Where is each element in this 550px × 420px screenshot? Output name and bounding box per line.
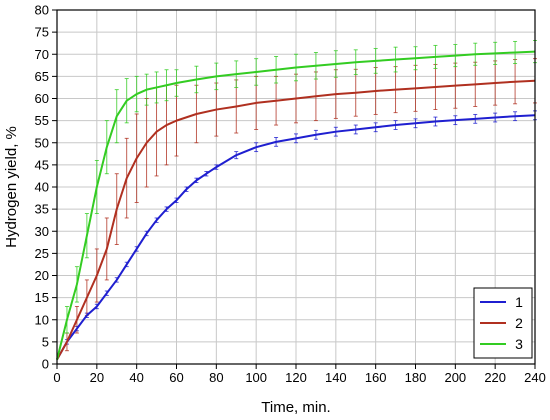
y-tick-label: 45 bbox=[35, 157, 49, 172]
legend-label-1: 1 bbox=[515, 294, 523, 310]
error-bar-group-1 bbox=[64, 110, 537, 345]
series-line-2 bbox=[56, 79, 536, 361]
x-tick-label: 160 bbox=[365, 370, 387, 385]
y-tick-label: 5 bbox=[42, 334, 49, 349]
x-axis-title: Time, min. bbox=[261, 399, 330, 416]
x-tick-label: 40 bbox=[129, 370, 143, 385]
y-tick-label: 0 bbox=[42, 357, 49, 372]
series-line-3 bbox=[56, 50, 536, 360]
series-lines bbox=[56, 50, 536, 361]
y-tick-label: 15 bbox=[35, 290, 49, 305]
x-tick-label: 220 bbox=[484, 370, 506, 385]
y-tick-label: 70 bbox=[35, 47, 49, 62]
y-tick-label: 75 bbox=[35, 25, 49, 40]
y-tick-label: 30 bbox=[35, 224, 49, 239]
x-tick-label: 240 bbox=[524, 370, 546, 385]
x-tick-label: 200 bbox=[444, 370, 466, 385]
x-tick-label: 0 bbox=[53, 370, 60, 385]
legend-label-3: 3 bbox=[515, 336, 523, 352]
y-tick-label: 20 bbox=[35, 268, 49, 283]
x-tick-label: 140 bbox=[325, 370, 347, 385]
y-axis-title: Hydrogen yield, % bbox=[3, 126, 20, 248]
y-tick-label: 65 bbox=[35, 69, 49, 84]
legend-label-2: 2 bbox=[515, 315, 523, 331]
x-tick-label: 80 bbox=[209, 370, 223, 385]
y-tick-label: 10 bbox=[35, 312, 49, 327]
y-tick-label: 25 bbox=[35, 246, 49, 261]
x-tick-label: 100 bbox=[245, 370, 267, 385]
x-tick-label: 60 bbox=[169, 370, 183, 385]
y-tick-label: 35 bbox=[35, 202, 49, 217]
y-tick-label: 50 bbox=[35, 135, 49, 150]
x-tick-label: 20 bbox=[90, 370, 104, 385]
error-bars bbox=[64, 40, 537, 352]
y-tick-label: 40 bbox=[35, 180, 49, 195]
series-line-1 bbox=[56, 114, 536, 361]
legend: 1 2 3 bbox=[473, 287, 533, 359]
y-tick-label: 80 bbox=[35, 3, 49, 18]
x-tick-label: 180 bbox=[405, 370, 427, 385]
error-bar-group-2 bbox=[64, 58, 537, 352]
ticks: 0 20 40 60 80 100 120 140 160 180 200 220 2400510152… bbox=[35, 3, 546, 386]
y-tick-label: 60 bbox=[35, 91, 49, 106]
y-tick-label: 55 bbox=[35, 113, 49, 128]
x-tick-label: 120 bbox=[285, 370, 307, 385]
error-bar-group-3 bbox=[64, 40, 537, 334]
